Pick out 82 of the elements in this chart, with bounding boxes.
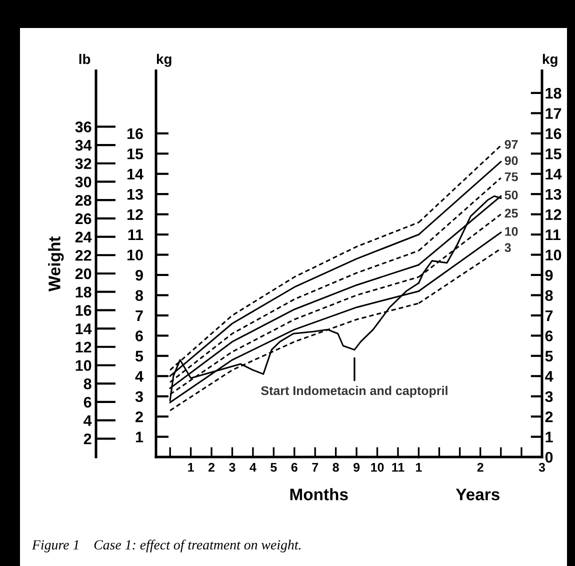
y-tick-label: 7: [136, 310, 143, 321]
series-label: 50: [504, 190, 518, 200]
x-tick-label: 4: [250, 463, 256, 472]
x-tick-label: 2: [208, 462, 214, 472]
x-tick-label: 3: [538, 462, 546, 472]
y-tick-label: 10: [546, 250, 562, 260]
y3-tick-label: 16: [76, 305, 92, 316]
y-tick-label: 5: [545, 350, 553, 362]
annotation: Start Indometacin and captopril: [261, 386, 448, 398]
y-tick-label: 12: [546, 209, 562, 220]
y-tick-label: 2: [545, 411, 553, 422]
y-tick-label: 16: [127, 128, 143, 140]
y-tick-label: 5: [135, 350, 144, 362]
y-tick-label: 14: [127, 168, 144, 180]
text: kg: [156, 54, 172, 67]
y-tick-label: 8: [545, 290, 553, 301]
y-tick-label: 11: [546, 230, 561, 240]
x-tick-label: 1: [188, 463, 194, 472]
y3-tick-label: 30: [75, 176, 92, 188]
y-tick-label: 12: [127, 209, 143, 220]
x-tick-label: 7: [312, 463, 318, 472]
y3-tick-label: 22: [75, 250, 92, 261]
y3-tick-label: 34: [75, 140, 92, 151]
y-tick-label: 15: [546, 148, 562, 160]
caption: Figure 1 Case 1: effect of treatment on weight.: [32, 540, 300, 552]
y-tick-label: 10: [127, 250, 143, 260]
x-tick-label: 8: [332, 462, 339, 472]
y-tick-label: 9: [136, 270, 143, 281]
y3-tick-label: 2: [84, 434, 92, 444]
series-label: 97: [504, 140, 518, 149]
y-tick-label: 9: [545, 270, 553, 281]
x-tick-label: 1: [416, 463, 422, 472]
y-tick-label: 3: [545, 391, 553, 402]
y-tick-label: 6: [545, 330, 553, 342]
y3-tick-label: 18: [76, 286, 92, 298]
series-label: 75: [504, 172, 518, 182]
y-tick-label: 1: [546, 432, 553, 442]
y-tick-label: 4: [135, 371, 144, 382]
y-tick-label: 13: [546, 188, 562, 200]
x-axis-title: Months: [290, 488, 348, 500]
y-tick-label: 15: [127, 148, 144, 160]
y3-tick-label: 20: [75, 268, 92, 280]
series-label: 25: [504, 208, 518, 218]
series-label: 3: [504, 243, 511, 252]
y-tick-label: 6: [136, 330, 143, 342]
x-tick-label: 6: [291, 462, 298, 472]
y3-tick-label: 36: [75, 122, 92, 132]
x-tick-label: 5: [270, 463, 277, 472]
y3-tick-label: 6: [84, 396, 92, 408]
y-tick-label: 18: [546, 88, 562, 99]
y-tick-label: 1: [136, 432, 144, 442]
y-tick-label: 4: [545, 371, 554, 382]
y3-tick-label: 8: [84, 378, 92, 390]
x-tick-label: 9: [354, 462, 360, 472]
series-label: 90: [504, 156, 518, 166]
y3-tick-label: 10: [76, 360, 92, 371]
y3-tick-label: 26: [75, 213, 92, 224]
y-tick-label: 7: [545, 310, 553, 321]
x-tick-label: 11: [392, 463, 404, 472]
y3-tick-label: 24: [75, 232, 92, 242]
series-label: 10: [505, 227, 518, 236]
y3-tick-label: 32: [75, 158, 92, 170]
y-tick-label: 0: [545, 452, 553, 463]
y3-tick-label: 12: [76, 342, 92, 352]
y-tick-label: 2: [136, 411, 143, 422]
x-axis-title: Years: [456, 488, 500, 500]
y-tick-label: 3: [135, 391, 143, 402]
x-tick-label: 10: [371, 462, 384, 472]
y-tick-label: 13: [127, 188, 143, 200]
y-tick-label: 8: [135, 290, 144, 301]
y-tick-label: 14: [546, 168, 562, 180]
x-tick-label: 3: [229, 462, 236, 472]
y3-tick-label: 28: [75, 194, 92, 206]
y3-tick-label: 4: [84, 415, 92, 426]
y3-tick-label: 14: [76, 324, 92, 334]
y-tick-label: 17: [546, 108, 562, 119]
y-tick-label: 16: [546, 128, 562, 140]
y-tick-label: 11: [128, 230, 144, 240]
y3-axis-title: lb: [79, 54, 90, 64]
y-axis-title: Weight: [48, 236, 64, 292]
y-axis-title: kg: [542, 54, 558, 67]
x-tick-label: 2: [477, 462, 484, 472]
